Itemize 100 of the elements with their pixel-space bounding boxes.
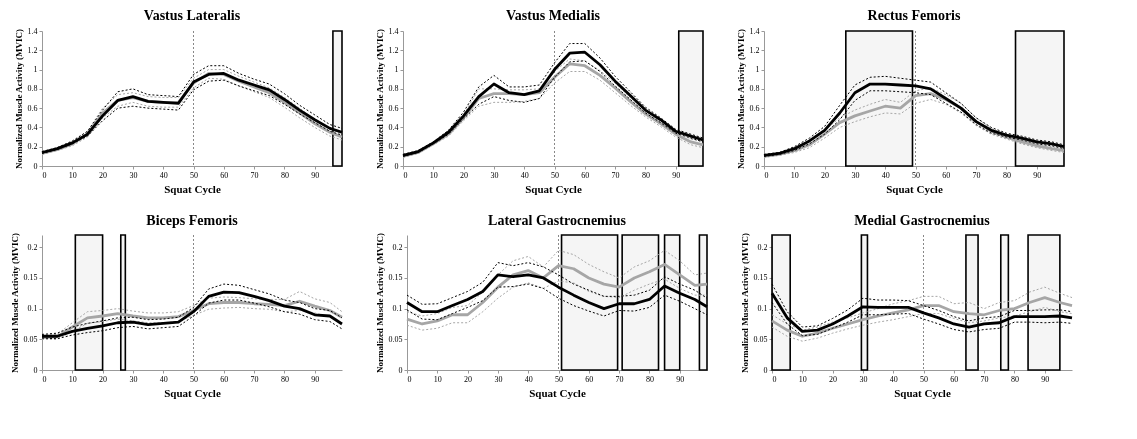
y-axis-title: Normalized Muscle Activity (MVIC) <box>374 232 385 374</box>
x-tick-label: 60 <box>220 170 229 180</box>
y-tick-label: 0.4 <box>27 122 38 132</box>
y-tick-label: 1.2 <box>749 45 760 55</box>
x-tick-label: 70 <box>980 374 989 384</box>
x-tick-label: 30 <box>494 374 503 384</box>
x-tick-label: 10 <box>790 170 799 180</box>
y-tick-label: 0.15 <box>23 273 38 283</box>
x-tick-label: 80 <box>280 170 289 180</box>
x-tick-label: 80 <box>1002 170 1011 180</box>
x-tick-label: 10 <box>68 374 77 384</box>
y-tick-label: 0.2 <box>392 242 403 252</box>
x-tick-label: 70 <box>972 170 981 180</box>
y-axis-title: Normalized Muscle Activity (MVIC) <box>374 28 385 170</box>
y-tick-label: 0.2 <box>757 242 768 252</box>
x-tick-label: 60 <box>942 170 951 180</box>
x-axis-title: Squat Cycle <box>525 182 582 195</box>
chart-title: Medial Gastrocnemius <box>854 213 991 229</box>
y-tick-label: 1.4 <box>749 26 760 36</box>
x-tick-label: 90 <box>672 170 681 180</box>
x-tick-label: 60 <box>220 374 229 384</box>
x-tick-label: 20 <box>99 170 108 180</box>
x-tick-label: 30 <box>851 170 860 180</box>
x-tick-label: 60 <box>950 374 959 384</box>
y-tick-label: 0 <box>755 161 760 171</box>
x-tick-label: 40 <box>159 374 168 384</box>
y-tick-label: 0.2 <box>749 142 760 152</box>
x-tick-label: 70 <box>611 170 620 180</box>
x-tick-label: 10 <box>429 170 438 180</box>
x-tick-label: 90 <box>311 374 320 384</box>
y-tick-label: 0 <box>763 365 768 375</box>
y-tick-label: 0.1 <box>27 304 38 314</box>
chart-title: Rectus Femoris <box>867 8 961 23</box>
x-tick-label: 20 <box>821 170 830 180</box>
chart-title: Biceps Femoris <box>146 213 239 229</box>
y-tick-label: 0.8 <box>749 84 760 94</box>
x-axis-title: Squat Cycle <box>164 182 221 195</box>
y-tick-label: 0.1 <box>757 304 768 314</box>
x-tick-label: 50 <box>190 170 199 180</box>
x-tick-label: 80 <box>280 374 289 384</box>
y-tick-label: 0.6 <box>388 103 399 113</box>
y-tick-label: 0.6 <box>27 103 38 113</box>
x-tick-label: 50 <box>555 374 564 384</box>
x-tick-label: 20 <box>99 374 108 384</box>
x-tick-label: 20 <box>829 374 838 384</box>
y-tick-label: 1 <box>33 65 38 75</box>
x-tick-label: 40 <box>159 170 168 180</box>
y-tick-label: 0.15 <box>388 273 403 283</box>
x-tick-label: 0 <box>42 170 47 180</box>
x-tick-label: 70 <box>250 374 259 384</box>
x-tick-label: 90 <box>1041 374 1050 384</box>
y-tick-label: 0.8 <box>388 84 399 94</box>
x-tick-label: 50 <box>190 374 199 384</box>
y-axis-title: Normalized Muscle Activity (MVIC) <box>13 28 24 170</box>
y-tick-label: 0.2 <box>388 142 399 152</box>
x-axis-title: Squat Cycle <box>894 386 951 399</box>
y-tick-label: 0.05 <box>753 334 768 344</box>
y-tick-label: 0.05 <box>388 334 403 344</box>
x-tick-label: 40 <box>524 374 533 384</box>
x-tick-label: 50 <box>912 170 921 180</box>
x-tick-label: 80 <box>1010 374 1019 384</box>
x-tick-label: 40 <box>520 170 529 180</box>
y-tick-label: 0.4 <box>749 122 760 132</box>
x-axis-title: Squat Cycle <box>529 386 586 399</box>
y-tick-label: 0.2 <box>27 242 38 252</box>
y-tick-label: 0.15 <box>753 273 768 283</box>
x-tick-label: 0 <box>772 374 777 384</box>
x-tick-label: 30 <box>129 374 138 384</box>
y-tick-label: 1.2 <box>27 45 38 55</box>
x-tick-label: 90 <box>1033 170 1042 180</box>
y-tick-label: 1.4 <box>388 26 399 36</box>
y-tick-label: 1.4 <box>27 26 38 36</box>
x-tick-label: 30 <box>859 374 868 384</box>
y-axis-title: Normalized Muscle Activity (MVIC) <box>735 28 746 170</box>
x-tick-label: 30 <box>490 170 499 180</box>
x-tick-label: 80 <box>641 170 650 180</box>
x-tick-label: 40 <box>889 374 898 384</box>
y-tick-label: 0.6 <box>749 103 760 113</box>
x-tick-label: 10 <box>798 374 807 384</box>
x-tick-label: 0 <box>407 374 412 384</box>
x-axis-title: Squat Cycle <box>164 386 221 399</box>
y-tick-label: 1.2 <box>388 45 399 55</box>
x-axis-title: Squat Cycle <box>886 182 943 195</box>
y-tick-label: 0.4 <box>388 122 399 132</box>
x-tick-label: 80 <box>645 374 654 384</box>
y-tick-label: 0 <box>398 365 403 375</box>
y-axis-title: Normalized Muscle Activity (MVIC) <box>739 232 750 374</box>
x-tick-label: 60 <box>585 374 594 384</box>
x-tick-label: 10 <box>433 374 442 384</box>
x-tick-label: 0 <box>42 374 47 384</box>
x-tick-label: 20 <box>460 170 469 180</box>
y-tick-label: 0 <box>33 161 38 171</box>
x-tick-label: 50 <box>551 170 560 180</box>
chart-title: Vastus Lateralis <box>143 8 241 23</box>
y-tick-label: 0 <box>33 365 38 375</box>
x-tick-label: 70 <box>615 374 624 384</box>
chart-title: Lateral Gastrocnemius <box>488 213 627 229</box>
y-tick-label: 1 <box>394 65 399 75</box>
x-tick-label: 40 <box>881 170 890 180</box>
x-tick-label: 90 <box>311 170 320 180</box>
